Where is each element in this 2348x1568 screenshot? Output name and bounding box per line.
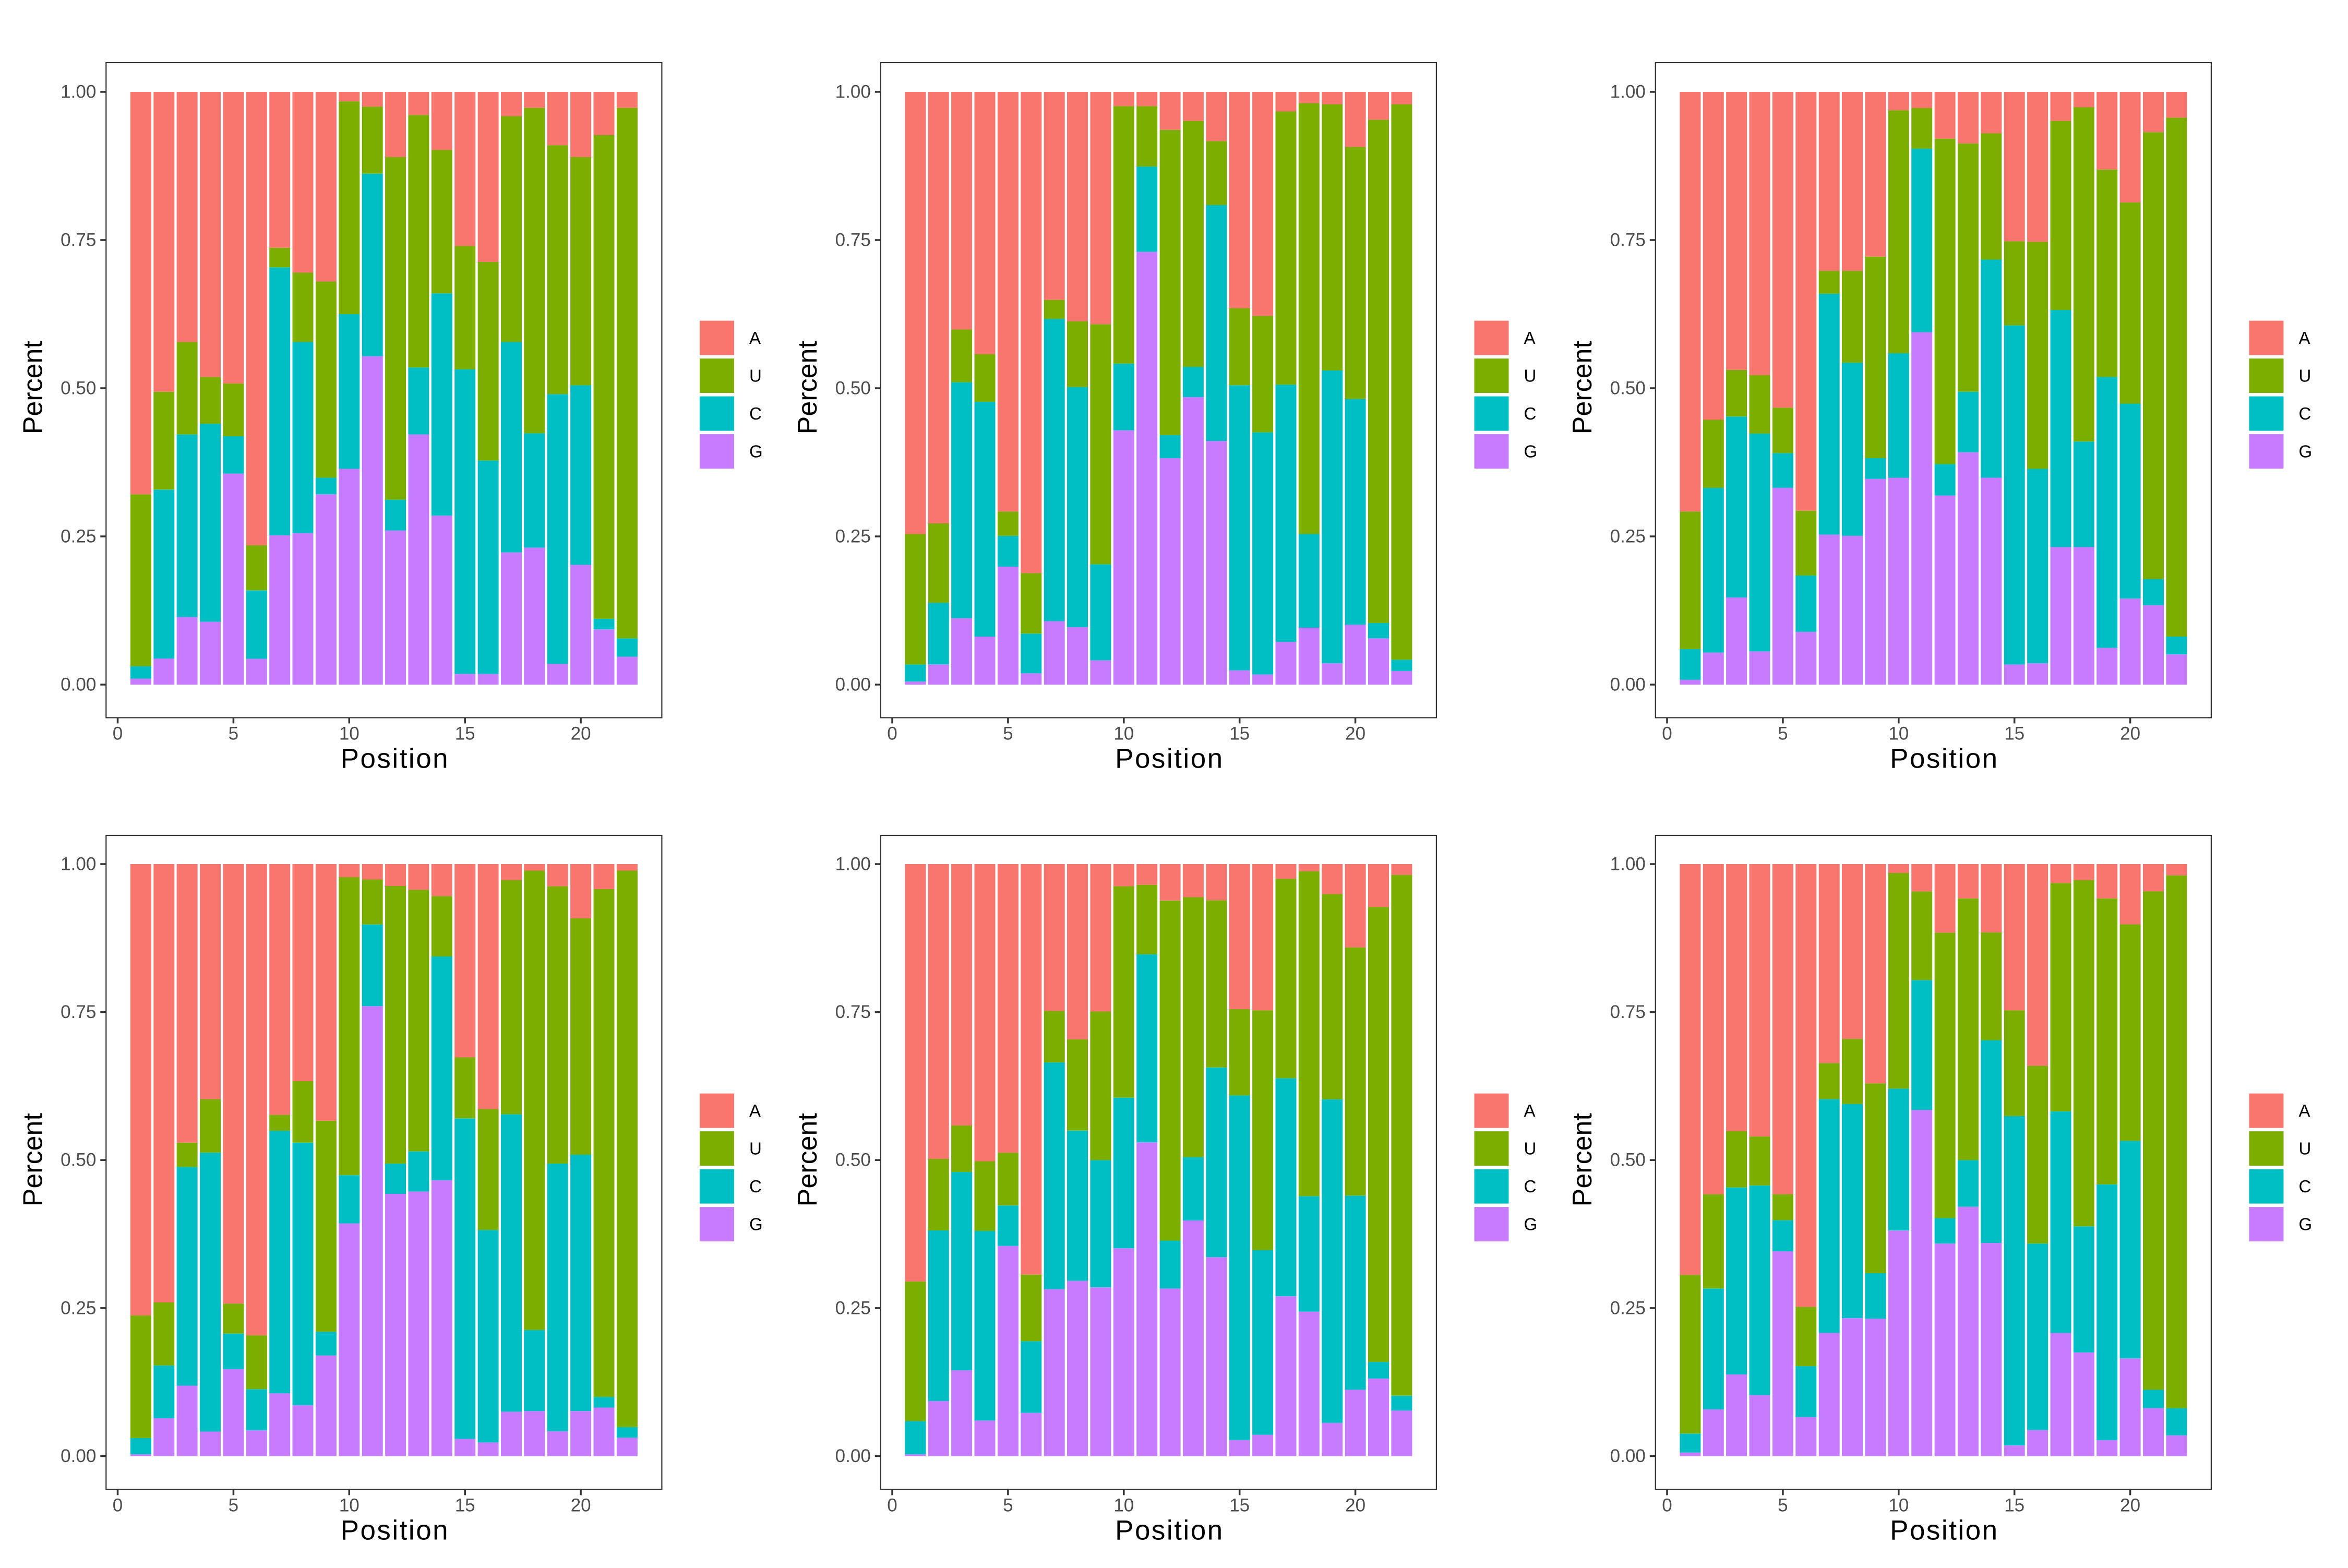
svg-text:Percent: Percent (793, 341, 823, 435)
svg-text:10: 10 (1113, 1495, 1134, 1515)
svg-text:U: U (1524, 366, 1537, 386)
svg-text:G: G (749, 442, 763, 461)
svg-text:20: 20 (2120, 723, 2140, 744)
svg-text:Percent: Percent (793, 1113, 823, 1207)
svg-text:1.00: 1.00 (1610, 82, 1646, 102)
svg-text:0.50: 0.50 (61, 378, 96, 399)
svg-text:0.25: 0.25 (1610, 526, 1646, 547)
svg-text:Position: Position (1890, 743, 1999, 774)
svg-text:Position: Position (1890, 1515, 1999, 1546)
svg-text:0.75: 0.75 (1610, 1002, 1646, 1022)
svg-text:Percent: Percent (1567, 341, 1598, 435)
svg-text:U: U (2299, 1139, 2311, 1158)
svg-text:A: A (2299, 1101, 2310, 1120)
svg-text:5: 5 (229, 723, 238, 744)
svg-text:0.00: 0.00 (1610, 675, 1646, 695)
svg-text:20: 20 (571, 723, 591, 744)
svg-text:0.75: 0.75 (1610, 230, 1646, 250)
svg-text:1.00: 1.00 (61, 854, 96, 875)
svg-text:C: C (1524, 404, 1537, 423)
svg-text:C: C (749, 1177, 762, 1196)
svg-text:0: 0 (1662, 1495, 1672, 1515)
svg-text:10: 10 (1888, 1495, 1909, 1515)
svg-text:1.00: 1.00 (835, 854, 871, 875)
svg-text:10: 10 (1888, 723, 1909, 744)
svg-text:0.75: 0.75 (61, 1002, 96, 1022)
svg-text:20: 20 (1345, 723, 1365, 744)
svg-text:0.25: 0.25 (1610, 1298, 1646, 1318)
svg-text:Percent: Percent (1567, 1113, 1598, 1207)
svg-text:0.50: 0.50 (835, 1150, 871, 1170)
svg-text:15: 15 (1229, 1495, 1250, 1515)
svg-text:G: G (749, 1215, 763, 1234)
svg-text:Position: Position (1115, 1515, 1224, 1546)
svg-text:10: 10 (339, 1495, 360, 1515)
svg-text:0.00: 0.00 (835, 675, 871, 695)
svg-text:0.25: 0.25 (835, 1298, 871, 1318)
svg-text:0.50: 0.50 (835, 378, 871, 399)
svg-text:20: 20 (2120, 1495, 2140, 1515)
svg-text:G: G (1524, 442, 1538, 461)
svg-text:1.00: 1.00 (1610, 854, 1646, 875)
svg-text:5: 5 (1778, 1495, 1788, 1515)
svg-text:A: A (749, 328, 761, 348)
svg-text:0: 0 (887, 723, 897, 744)
svg-text:0: 0 (887, 1495, 897, 1515)
svg-text:1.00: 1.00 (835, 82, 871, 102)
svg-text:1.00: 1.00 (61, 82, 96, 102)
svg-text:0.25: 0.25 (61, 1298, 96, 1318)
svg-text:U: U (749, 366, 762, 386)
svg-text:0.00: 0.00 (1610, 1446, 1646, 1466)
svg-text:C: C (749, 404, 762, 423)
svg-text:15: 15 (2004, 1495, 2024, 1515)
svg-text:U: U (1524, 1139, 1537, 1158)
svg-text:U: U (2299, 366, 2311, 386)
svg-text:15: 15 (455, 723, 475, 744)
svg-text:0: 0 (1662, 723, 1672, 744)
svg-text:0.50: 0.50 (1610, 1150, 1646, 1170)
svg-text:10: 10 (1113, 723, 1134, 744)
svg-text:Position: Position (1115, 743, 1224, 774)
svg-text:Position: Position (341, 1515, 450, 1546)
svg-text:A: A (1524, 328, 1536, 348)
svg-text:C: C (2299, 404, 2311, 423)
svg-text:G: G (1524, 1215, 1538, 1234)
svg-text:C: C (1524, 1177, 1537, 1196)
svg-text:Percent: Percent (18, 1113, 48, 1207)
svg-text:5: 5 (1003, 723, 1013, 744)
svg-text:0.75: 0.75 (835, 230, 871, 250)
svg-text:15: 15 (1229, 723, 1250, 744)
svg-text:C: C (2299, 1177, 2311, 1196)
svg-text:0.75: 0.75 (835, 1002, 871, 1022)
svg-text:15: 15 (2004, 723, 2024, 744)
svg-text:5: 5 (1778, 723, 1788, 744)
svg-text:0.00: 0.00 (61, 1446, 96, 1466)
svg-text:20: 20 (1345, 1495, 1365, 1515)
svg-text:0.75: 0.75 (61, 230, 96, 250)
svg-text:0.00: 0.00 (61, 675, 96, 695)
svg-text:A: A (1524, 1101, 1536, 1120)
svg-text:U: U (749, 1139, 762, 1158)
svg-text:0: 0 (113, 723, 123, 744)
svg-text:A: A (749, 1101, 761, 1120)
svg-text:Percent: Percent (18, 341, 48, 435)
svg-text:0.25: 0.25 (835, 526, 871, 547)
svg-text:Position: Position (341, 743, 450, 774)
svg-text:5: 5 (229, 1495, 238, 1515)
svg-text:20: 20 (571, 1495, 591, 1515)
svg-text:0.00: 0.00 (835, 1446, 871, 1466)
svg-text:G: G (2299, 442, 2313, 461)
svg-text:15: 15 (455, 1495, 475, 1515)
svg-text:G: G (2299, 1215, 2313, 1234)
svg-text:0.50: 0.50 (61, 1150, 96, 1170)
svg-text:5: 5 (1003, 1495, 1013, 1515)
svg-text:10: 10 (339, 723, 360, 744)
svg-text:0: 0 (113, 1495, 123, 1515)
svg-text:A: A (2299, 328, 2310, 348)
svg-text:0.50: 0.50 (1610, 378, 1646, 399)
svg-text:0.25: 0.25 (61, 526, 96, 547)
